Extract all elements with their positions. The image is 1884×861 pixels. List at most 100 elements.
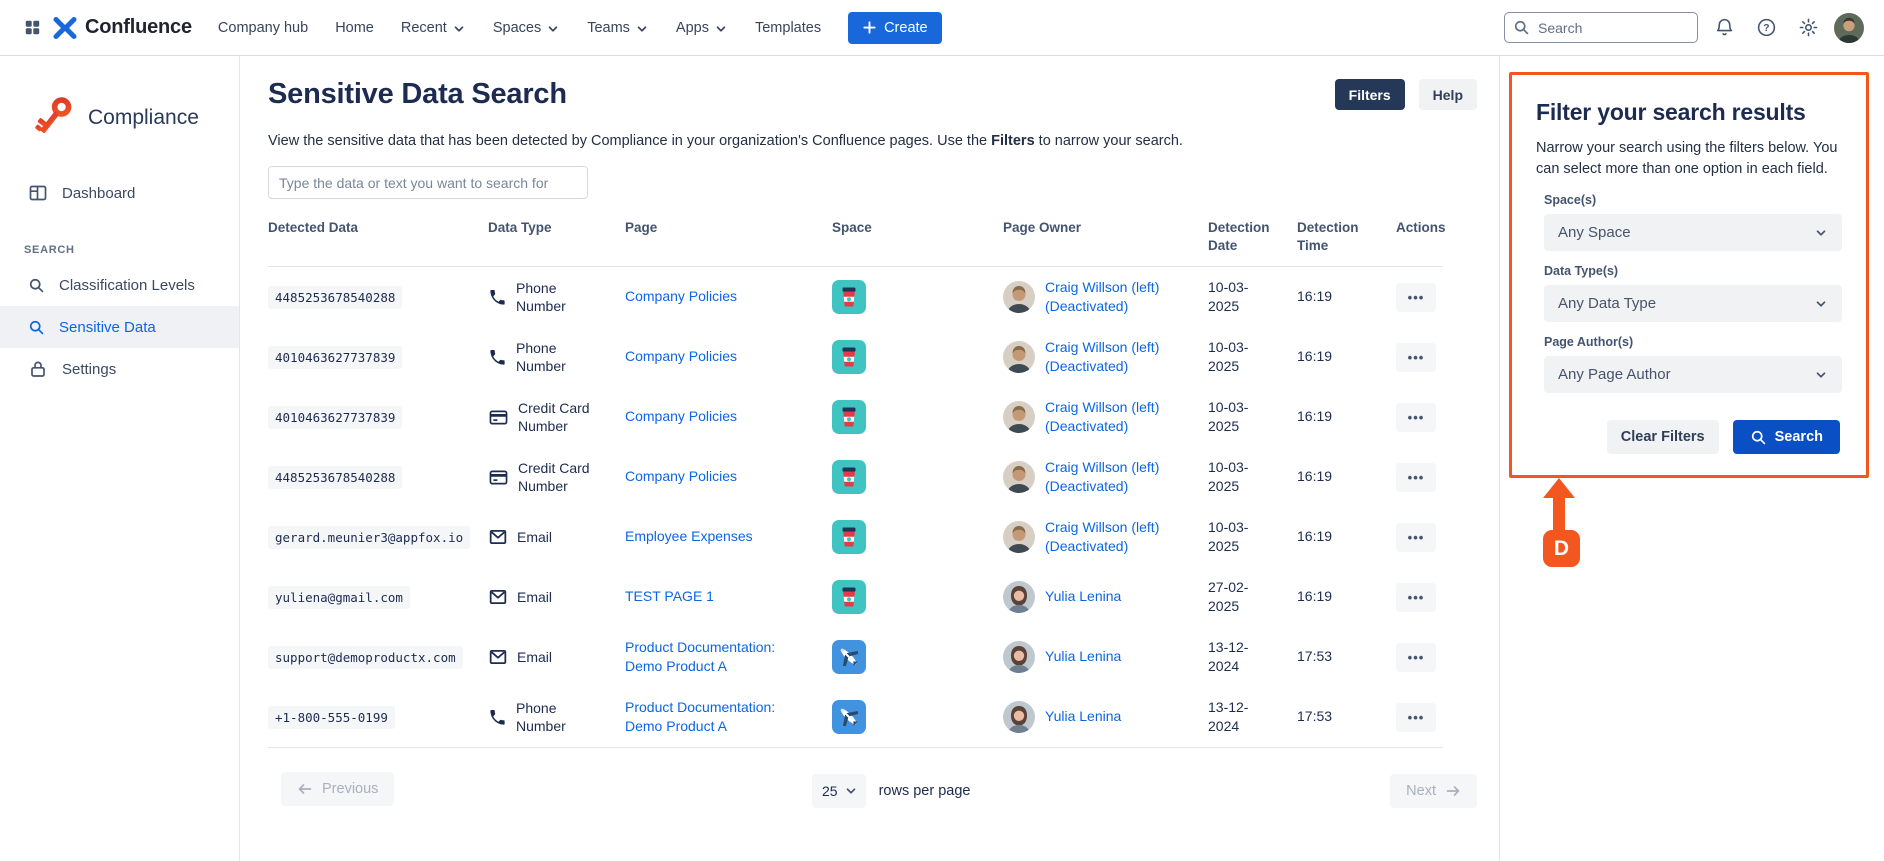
row-actions-button[interactable]: ••• <box>1396 403 1436 432</box>
data-type-cell: Phone Number <box>488 279 625 315</box>
nav-item-spaces[interactable]: Spaces <box>493 20 560 36</box>
row-actions-button[interactable]: ••• <box>1396 643 1436 672</box>
detection-time: 17:53 <box>1297 647 1396 667</box>
sidebar-item-sensitive-data[interactable]: Sensitive Data <box>0 306 239 348</box>
confluence-mark-icon <box>52 15 78 41</box>
page-owner-link[interactable]: Craig Willson (left) (Deactivated) <box>1045 338 1196 377</box>
svg-text:?: ? <box>1763 23 1769 34</box>
chevron-down-icon <box>1814 297 1828 311</box>
row-actions-button[interactable]: ••• <box>1396 523 1436 552</box>
table-row: support@demoproductx.comEmailProduct Doc… <box>268 627 1443 687</box>
row-actions-button[interactable]: ••• <box>1396 463 1436 492</box>
chevron-down-icon <box>844 784 858 798</box>
page-link[interactable]: Company Policies <box>625 287 737 307</box>
data-type-label: Email <box>517 588 552 606</box>
email-icon <box>488 647 508 667</box>
page-link[interactable]: Product Documentation: Demo Product A <box>625 638 802 677</box>
create-button[interactable]: Create <box>848 12 942 44</box>
page-owner-cell: Craig Willson (left) (Deactivated) <box>1003 398 1208 437</box>
email-icon <box>488 527 508 547</box>
page-owner-link[interactable]: Yulia Lenina <box>1045 647 1121 667</box>
arrow-left-icon <box>297 781 313 797</box>
column-header-page: Page <box>625 219 832 237</box>
coffee-cup-space-icon <box>832 460 866 494</box>
data-type-label: Credit Card Number <box>518 399 601 435</box>
rows-per-page-select[interactable]: 25 <box>812 774 866 808</box>
settings-gear-button[interactable] <box>1792 12 1824 44</box>
page-owner-link[interactable]: Yulia Lenina <box>1045 587 1121 607</box>
filter-field-label-page-author-s: Page Author(s) <box>1544 335 1842 349</box>
column-header-data-type: Data Type <box>488 219 625 237</box>
page-link[interactable]: Company Policies <box>625 467 737 487</box>
page-owner-link[interactable]: Craig Willson (left) (Deactivated) <box>1045 398 1196 437</box>
nav-item-home[interactable]: Home <box>335 20 374 36</box>
nav-item-recent[interactable]: Recent <box>401 20 466 36</box>
row-actions-button[interactable]: ••• <box>1396 343 1436 372</box>
coffee-cup-space-icon <box>832 580 866 614</box>
clear-filters-button[interactable]: Clear Filters <box>1607 420 1719 454</box>
page-link[interactable]: Company Policies <box>625 407 737 427</box>
help-button[interactable]: Help <box>1419 79 1477 110</box>
page-owner-link[interactable]: Yulia Lenina <box>1045 707 1121 727</box>
profile-avatar[interactable] <box>1834 13 1864 43</box>
nav-item-teams[interactable]: Teams <box>587 20 649 36</box>
nav-item-company-hub[interactable]: Company hub <box>218 20 308 36</box>
page-owner-avatar <box>1003 701 1035 733</box>
previous-page-button[interactable]: Previous <box>281 772 394 806</box>
annotation-arrow-icon <box>1538 478 1580 530</box>
page-link[interactable]: Company Policies <box>625 347 737 367</box>
lock-icon <box>28 359 48 379</box>
filter-select-page-author-s[interactable]: Any Page Author <box>1544 356 1842 393</box>
next-page-button[interactable]: Next <box>1390 774 1477 808</box>
detection-time: 16:19 <box>1297 467 1396 487</box>
global-search-input[interactable] <box>1536 19 1689 37</box>
filter-panel-description: Narrow your search using the filters bel… <box>1536 138 1842 180</box>
filter-select-space-s[interactable]: Any Space <box>1544 214 1842 251</box>
page-link[interactable]: TEST PAGE 1 <box>625 587 714 607</box>
page-owner-link[interactable]: Craig Willson (left) (Deactivated) <box>1045 518 1196 557</box>
detection-time: 16:19 <box>1297 287 1396 307</box>
dashboard-icon <box>28 183 48 203</box>
page-owner-link[interactable]: Craig Willson (left) (Deactivated) <box>1045 458 1196 497</box>
column-header-detection-time: Detection Time <box>1297 219 1396 254</box>
page-link[interactable]: Employee Expenses <box>625 527 753 547</box>
nav-item-apps[interactable]: Apps <box>676 20 728 36</box>
sidebar-item-settings[interactable]: Settings <box>0 348 239 390</box>
chevron-down-icon <box>635 22 649 36</box>
help-button-nav[interactable]: ? <box>1750 12 1782 44</box>
nav-item-label: Templates <box>755 20 821 36</box>
data-type-label: Credit Card Number <box>518 459 601 495</box>
nav-item-templates[interactable]: Templates <box>755 20 821 36</box>
column-header-page-owner: Page Owner <box>1003 219 1208 237</box>
notifications-button[interactable] <box>1708 12 1740 44</box>
app-switcher-button[interactable] <box>16 12 48 44</box>
global-search-box[interactable] <box>1504 12 1698 43</box>
sidebar-item-dashboard[interactable]: Dashboard <box>0 172 239 214</box>
detection-time: 16:19 <box>1297 587 1396 607</box>
confluence-logo[interactable]: Confluence <box>52 15 192 41</box>
table-row: +1-800-555-0199Phone NumberProduct Docum… <box>268 687 1443 747</box>
detection-date: 10-03-2025 <box>1208 398 1297 437</box>
data-type-cell: Email <box>488 587 625 607</box>
sidebar-item-label: Classification Levels <box>59 277 195 294</box>
data-search-input[interactable] <box>268 166 588 199</box>
row-actions-button[interactable]: ••• <box>1396 283 1436 312</box>
sidebar-item-classification-levels[interactable]: Classification Levels <box>0 264 239 306</box>
nav-item-label: Recent <box>401 20 447 36</box>
filter-select-data-type-s[interactable]: Any Data Type <box>1544 285 1842 322</box>
page-link[interactable]: Product Documentation: Demo Product A <box>625 698 802 737</box>
help-icon: ? <box>1756 17 1777 38</box>
detection-date: 10-03-2025 <box>1208 278 1297 317</box>
data-type-label: Phone Number <box>516 699 601 735</box>
compliance-logo: Compliance <box>0 56 239 144</box>
page-owner-link[interactable]: Craig Willson (left) (Deactivated) <box>1045 278 1196 317</box>
filters-button[interactable]: Filters <box>1335 79 1405 110</box>
detection-date: 10-03-2025 <box>1208 458 1297 497</box>
data-type-cell: Email <box>488 527 625 547</box>
row-actions-button[interactable]: ••• <box>1396 703 1436 732</box>
search-button[interactable]: Search <box>1733 420 1840 454</box>
row-actions-button[interactable]: ••• <box>1396 583 1436 612</box>
email-icon <box>488 587 508 607</box>
phone-icon <box>488 708 507 727</box>
filter-rail: Filter your search results Narrow your s… <box>1499 56 1884 861</box>
